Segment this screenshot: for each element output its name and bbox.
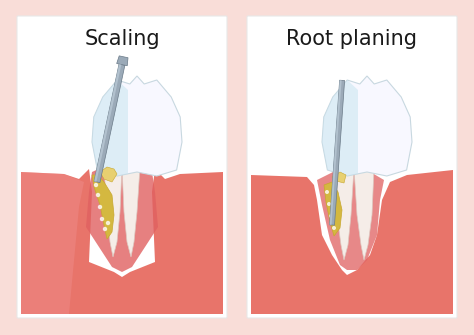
Polygon shape xyxy=(251,170,453,314)
Polygon shape xyxy=(94,64,121,182)
Polygon shape xyxy=(94,64,125,183)
Circle shape xyxy=(327,202,331,206)
Circle shape xyxy=(329,214,333,218)
Polygon shape xyxy=(104,167,122,257)
Polygon shape xyxy=(329,80,345,225)
Polygon shape xyxy=(329,80,342,225)
Text: Scaling: Scaling xyxy=(84,29,160,49)
Polygon shape xyxy=(332,172,346,183)
Polygon shape xyxy=(334,168,354,260)
Circle shape xyxy=(332,226,336,230)
Circle shape xyxy=(106,221,110,225)
Polygon shape xyxy=(92,80,128,176)
Polygon shape xyxy=(322,76,412,176)
Polygon shape xyxy=(322,80,358,176)
Circle shape xyxy=(98,205,102,209)
Circle shape xyxy=(94,183,98,187)
FancyBboxPatch shape xyxy=(247,16,457,318)
Polygon shape xyxy=(86,162,158,272)
Text: Root planing: Root planing xyxy=(286,29,418,49)
Polygon shape xyxy=(122,167,140,257)
Circle shape xyxy=(103,227,107,231)
Circle shape xyxy=(325,190,329,194)
Polygon shape xyxy=(100,167,117,182)
Polygon shape xyxy=(117,56,128,66)
Polygon shape xyxy=(324,182,342,236)
Circle shape xyxy=(100,217,104,221)
FancyBboxPatch shape xyxy=(17,16,227,318)
Polygon shape xyxy=(21,169,223,314)
Polygon shape xyxy=(92,175,114,239)
Polygon shape xyxy=(92,76,182,176)
Circle shape xyxy=(96,193,100,197)
Polygon shape xyxy=(354,168,374,260)
Polygon shape xyxy=(317,168,384,270)
Polygon shape xyxy=(21,172,84,314)
